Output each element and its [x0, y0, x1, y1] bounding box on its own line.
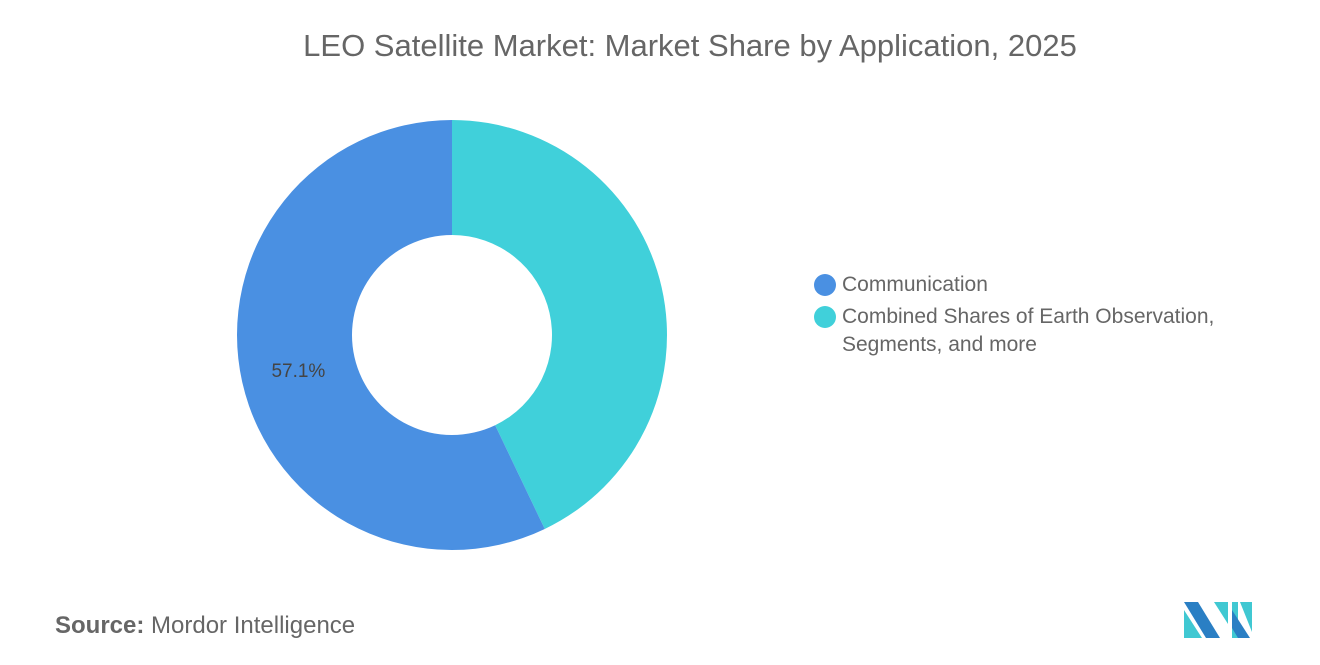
- donut-slice-1: [452, 120, 668, 529]
- donut-slice-0: [237, 120, 545, 550]
- data-label: 57.1%: [271, 361, 325, 382]
- legend-swatch: [814, 306, 836, 328]
- legend-item-communication: Communication: [814, 271, 1262, 299]
- mordor-logo-icon: [1184, 602, 1252, 638]
- source-text: Mordor Intelligence: [151, 612, 356, 639]
- legend-item-combined: Combined Shares of Earth Observation, Se…: [814, 303, 1252, 359]
- source-prefix: Source:: [55, 612, 145, 639]
- legend-label: Combined Shares of Earth Observation, Se…: [842, 305, 1215, 356]
- chart-title: LEO Satellite Market: Market Share by Ap…: [303, 28, 1077, 63]
- legend-swatch: [814, 274, 836, 296]
- legend-label: Communication: [842, 273, 988, 296]
- source-note: Source: Mordor Intelligence: [55, 612, 355, 640]
